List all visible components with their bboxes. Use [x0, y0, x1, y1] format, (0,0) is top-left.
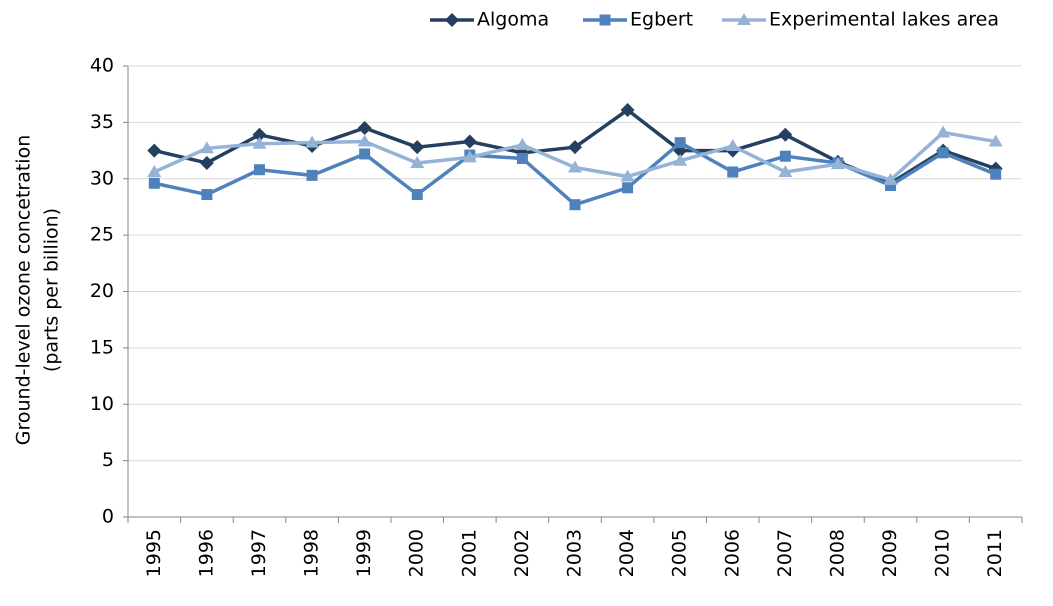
x-tick-label: 2002: [511, 529, 533, 577]
x-tick-label: 2006: [721, 529, 743, 577]
x-tick-label: 1995: [143, 529, 165, 577]
data-point: [199, 141, 214, 154]
data-point: [622, 182, 634, 194]
data-point: [568, 140, 582, 155]
legend-marker: [599, 14, 611, 26]
data-point: [305, 135, 320, 148]
data-point: [306, 169, 318, 181]
y-tick-label: 15: [90, 336, 114, 358]
y-tick-label: 0: [102, 506, 114, 528]
data-point: [885, 180, 897, 192]
data-point: [252, 127, 267, 142]
data-point: [410, 155, 425, 168]
legend-marker: [445, 13, 459, 27]
data-point: [936, 125, 951, 138]
data-point: [462, 150, 477, 163]
data-point: [147, 143, 162, 158]
data-point: [725, 139, 740, 152]
data-point: [620, 102, 635, 117]
data-point: [830, 157, 845, 170]
y-tick-label: 35: [90, 111, 114, 133]
y-axis-label: Ground-level ozone concetration: [13, 135, 35, 446]
data-point: [252, 136, 267, 149]
y-tick-label: 20: [90, 280, 114, 302]
data-point: [357, 134, 372, 147]
data-point: [569, 199, 581, 211]
data-point: [990, 168, 1002, 180]
data-point: [937, 147, 949, 159]
y-tick-label: 25: [90, 224, 114, 246]
legend-item: Algoma: [430, 9, 549, 31]
data-point: [253, 164, 265, 176]
x-tick-label: 2005: [669, 529, 691, 577]
data-point: [568, 160, 582, 173]
legend-label: Egbert: [630, 9, 693, 31]
legend-marker: [737, 13, 751, 25]
data-point: [199, 155, 214, 170]
data-point: [673, 153, 688, 166]
data-point: [411, 189, 423, 201]
data-point: [357, 121, 372, 136]
data-point: [620, 169, 635, 182]
y-tick-label: 30: [90, 167, 114, 189]
x-tick-label: 2001: [458, 529, 480, 577]
x-tick-label: 2011: [984, 529, 1006, 577]
data-point: [727, 166, 739, 178]
legend-item: Egbert: [583, 9, 693, 31]
x-tick-label: 1998: [301, 529, 323, 577]
legend-item: Experimental lakes area: [722, 9, 999, 31]
x-tick-label: 2004: [616, 529, 638, 577]
data-point: [779, 150, 791, 162]
data-point: [778, 164, 793, 177]
data-point: [147, 164, 162, 177]
x-tick-label: 2008: [826, 529, 848, 577]
data-point: [462, 134, 477, 149]
data-point: [883, 172, 898, 185]
x-tick-label: 1999: [353, 529, 375, 577]
y-tick-label: 5: [102, 449, 114, 471]
x-tick-label: 1996: [195, 529, 217, 577]
x-tick-label: 1997: [248, 529, 270, 577]
y-axis-label: (parts per billion): [41, 208, 63, 372]
legend-label: Experimental lakes area: [769, 9, 999, 31]
x-tick-label: 2010: [932, 529, 954, 577]
data-point: [201, 189, 213, 201]
y-tick-label: 10: [90, 393, 114, 415]
data-point: [359, 148, 371, 160]
legend-label: Algoma: [477, 9, 549, 31]
y-tick-label: 40: [90, 55, 114, 77]
data-point: [988, 134, 1003, 147]
x-tick-label: 2007: [774, 529, 796, 577]
data-point: [674, 137, 686, 149]
data-point: [410, 140, 425, 155]
data-point: [515, 137, 530, 150]
data-point: [148, 177, 160, 189]
x-tick-label: 2000: [406, 529, 428, 577]
x-tick-label: 2009: [879, 529, 901, 577]
data-point: [778, 127, 793, 142]
x-tick-label: 2003: [564, 529, 586, 577]
data-point: [516, 152, 528, 164]
